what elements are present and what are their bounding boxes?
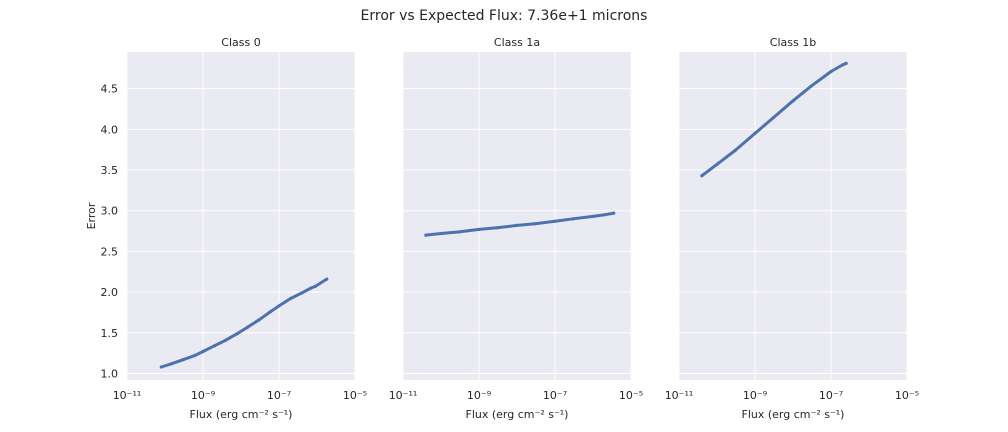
panel-title: Class 0 <box>221 36 260 49</box>
x-axis-label: Flux (erg cm⁻² s⁻¹) <box>190 408 293 421</box>
data-point <box>733 148 737 153</box>
y-tick-label: 1.5 <box>101 327 119 340</box>
x-tick-label: 10⁻⁷ <box>819 389 843 402</box>
x-tick-label: 10⁻⁹ <box>743 389 767 402</box>
data-point <box>844 61 848 65</box>
data-point <box>325 277 329 281</box>
data-point <box>300 291 304 295</box>
x-axis-label: Flux (erg cm⁻² s⁻¹) <box>466 408 569 421</box>
plot-area-0 <box>127 52 355 380</box>
x-tick-label: 10⁻⁵ <box>343 389 367 402</box>
panel-title: Class 1b <box>770 36 816 49</box>
data-point <box>201 349 205 354</box>
data-point <box>700 174 704 178</box>
y-tick-label: 1.0 <box>101 367 119 380</box>
data-point <box>235 332 239 336</box>
x-axis-label: Flux (erg cm⁻² s⁻¹) <box>742 408 845 421</box>
data-point <box>495 226 499 230</box>
y-tick-label: 3.5 <box>101 164 119 177</box>
data-point <box>533 222 537 226</box>
x-tick-label: 10⁻⁷ <box>543 389 567 402</box>
data-point <box>309 286 313 290</box>
data-point <box>571 217 575 221</box>
data-point <box>288 297 293 301</box>
data-point <box>515 223 519 227</box>
data-point <box>602 213 607 217</box>
plot-area-2 <box>679 52 907 380</box>
data-point <box>424 233 428 237</box>
panel-title: Class 1a <box>494 36 540 49</box>
data-point <box>715 162 719 166</box>
data-point <box>246 325 250 329</box>
x-tick-label: 10⁻⁵ <box>619 389 643 402</box>
y-tick-label: 3.0 <box>101 205 119 218</box>
y-tick-label: 2.5 <box>101 245 119 258</box>
data-point <box>791 99 795 103</box>
data-point <box>192 353 197 358</box>
data-point <box>212 344 217 348</box>
data-point <box>257 318 261 322</box>
data-point <box>313 284 317 289</box>
x-tick-label: 10⁻¹¹ <box>389 389 418 402</box>
data-point <box>591 214 595 219</box>
data-point <box>771 116 775 120</box>
data-point <box>457 230 461 234</box>
data-point <box>181 358 185 362</box>
x-tick-label: 10⁻¹¹ <box>665 389 694 402</box>
y-tick-label: 2.0 <box>101 286 119 299</box>
x-tick-label: 10⁻⁷ <box>267 389 291 402</box>
data-point <box>840 63 845 67</box>
data-point <box>612 211 616 215</box>
x-tick-label: 10⁻⁹ <box>467 389 491 402</box>
x-tick-label: 10⁻⁵ <box>895 389 919 402</box>
y-tick-label: 4.5 <box>101 83 119 96</box>
data-point <box>753 131 757 135</box>
x-tick-label: 10⁻⁹ <box>191 389 215 402</box>
data-point <box>553 219 557 223</box>
data-point <box>829 69 833 74</box>
data-point <box>170 362 174 366</box>
x-tick-label: 10⁻¹¹ <box>113 389 142 402</box>
data-point <box>277 304 281 308</box>
data-series-1 <box>424 211 616 237</box>
data-point <box>809 84 813 88</box>
y-axis-label: Error <box>85 202 98 229</box>
figure-title: Error vs Expected Flux: 7.36e+1 microns <box>361 8 648 24</box>
data-point <box>477 227 481 232</box>
y-tick-label: 4.0 <box>101 123 119 136</box>
data-point <box>268 310 273 314</box>
data-point <box>439 231 443 236</box>
data-point <box>224 338 228 342</box>
data-point <box>159 365 163 369</box>
data-series-2 <box>700 61 848 178</box>
